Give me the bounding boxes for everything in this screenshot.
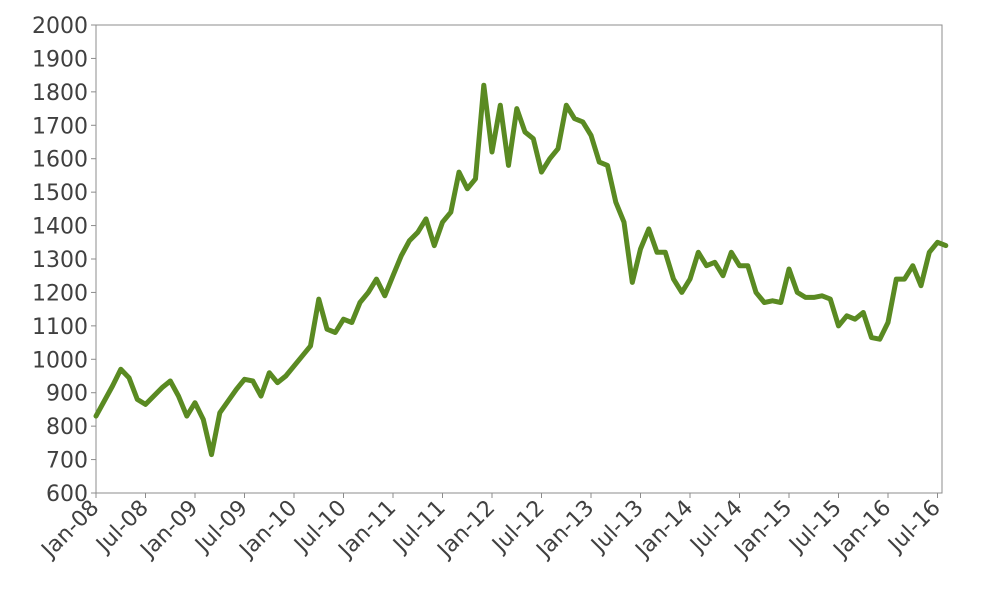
y-tick-label: 700 <box>46 449 88 474</box>
y-axis: 600 700 800 900 1000 1100 1200 1300 1400 1500 1600… <box>32 14 96 507</box>
y-tick-label: 1800 <box>32 81 88 106</box>
y-tick-label: 800 <box>46 415 88 440</box>
y-tick-label: 600 <box>46 482 88 507</box>
y-tick-label: 1100 <box>32 315 88 340</box>
plot-area <box>95 24 943 494</box>
x-axis: Jan-08Jul-08Jan-09Jul-09Jan-10Jul-10Jan-… <box>36 493 946 564</box>
y-tick-label: 1200 <box>32 281 88 306</box>
y-tick-label: 2000 <box>32 14 88 39</box>
y-tick-label: 900 <box>46 382 88 407</box>
y-tick-label: 1600 <box>32 148 88 173</box>
y-tick-label: 1300 <box>32 248 88 273</box>
y-tick-label: 1000 <box>32 348 88 373</box>
series-layer <box>93 82 949 458</box>
y-tick-label: 1400 <box>32 215 88 240</box>
series-line <box>93 82 949 458</box>
y-tick-label: 1500 <box>32 181 88 206</box>
y-tick-label: 1900 <box>32 47 88 72</box>
y-tick-label: 1700 <box>32 114 88 139</box>
x-tick-label: Jul-16 <box>882 496 945 559</box>
